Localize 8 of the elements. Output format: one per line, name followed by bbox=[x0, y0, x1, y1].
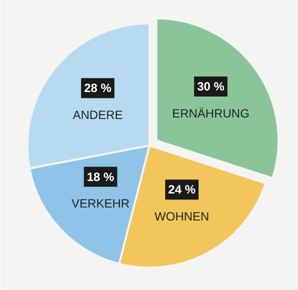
data-label: 24 % bbox=[168, 182, 196, 197]
data-label: 28 % bbox=[84, 81, 112, 96]
slice-label: ANDERE bbox=[72, 108, 123, 122]
slice-label: VERKEHR bbox=[72, 196, 130, 211]
slice-label: ERNÄHRUNG bbox=[172, 106, 250, 120]
data-label: 18 % bbox=[86, 170, 115, 184]
slice-label: WOHNEN bbox=[154, 209, 210, 224]
data-label: 30 % bbox=[197, 79, 225, 94]
